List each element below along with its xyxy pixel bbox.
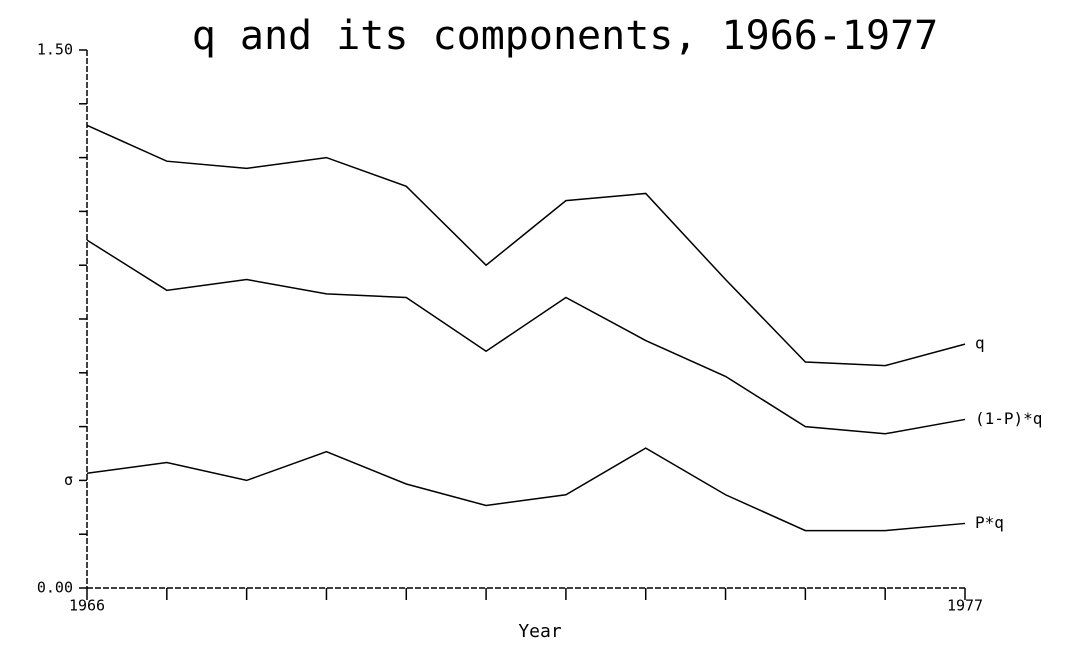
series-line [86, 124, 966, 367]
y-tick-label: σ [64, 471, 73, 489]
series-line [86, 447, 966, 532]
y-tick-label: 0.00 [37, 579, 73, 597]
y-tick-label: 1.50 [37, 41, 73, 59]
x-tick-label: 1977 [947, 597, 983, 615]
series-line [86, 239, 966, 435]
x-tick-label: 1966 [69, 597, 105, 615]
series-label: P*q [975, 513, 1004, 532]
series-label: (1-P)*q [975, 409, 1042, 428]
series-label: q [975, 334, 985, 353]
x-axis-label: Year [518, 621, 562, 642]
chart-title: q and its components, 1966-1977 [192, 13, 939, 59]
